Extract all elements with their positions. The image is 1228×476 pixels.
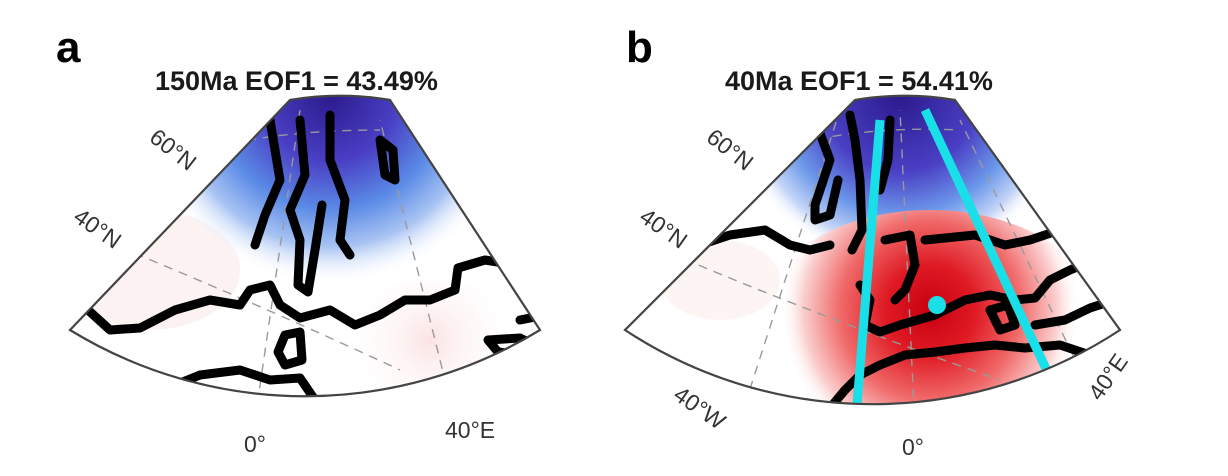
negative-anomaly-a — [140, 95, 520, 285]
cyan-marker-dot — [928, 296, 946, 314]
panel-title-b: 40Ma EOF1 = 54.41% — [725, 66, 993, 96]
coastline-a — [250, 115, 285, 250]
negative-anomaly-b — [725, 95, 1075, 270]
coastline-a — [273, 327, 307, 370]
panel-title-a: 150Ma EOF1 = 43.49% — [155, 66, 438, 96]
coastline-a — [83, 255, 540, 335]
coastline-b — [695, 225, 835, 255]
lat-label-60n-b: 60°N — [702, 123, 759, 175]
coastline-b — [880, 230, 920, 305]
coastline-a — [375, 135, 400, 185]
coastline-b — [845, 110, 867, 255]
lon-label-40e-a: 40°E — [445, 417, 495, 443]
lon-label-40e-b: 40°E — [1083, 349, 1133, 405]
graticule-40n-a — [89, 234, 401, 371]
panel-b: b 40Ma EOF1 = 54.41% — [623, 23, 1133, 460]
coastline-a — [325, 110, 355, 260]
graticule-0-b — [899, 109, 916, 405]
cyan-line-west — [850, 119, 885, 405]
lon-label-0-a: 0° — [244, 431, 266, 457]
lat-label-40n-a: 40°N — [69, 203, 126, 254]
graticule-40n-b — [639, 239, 1001, 381]
coastline-a — [170, 365, 323, 397]
graticule-40e-b — [959, 119, 1081, 371]
panel-letter-b: b — [626, 23, 653, 72]
lon-label-0-b: 0° — [902, 434, 924, 460]
graticule-0-a — [254, 109, 301, 397]
coastline-b — [985, 300, 1020, 335]
lon-label-40w-b: 40°W — [669, 381, 730, 435]
map-frame-a — [68, 94, 542, 398]
panel-letter-a: a — [56, 23, 81, 72]
coastline-b — [875, 115, 895, 195]
coastline-b — [810, 115, 843, 225]
coastline-a — [285, 115, 327, 297]
cyan-line-east — [920, 108, 1060, 390]
panel-a: a 150Ma EOF1 = 43.49% 60°N 40°N — [56, 23, 542, 457]
graticule-40w-b — [739, 109, 841, 405]
lat-label-40n-b: 40°N — [635, 203, 692, 254]
lat-label-60n-a: 60°N — [145, 123, 202, 175]
map-frame-b — [623, 94, 1122, 406]
